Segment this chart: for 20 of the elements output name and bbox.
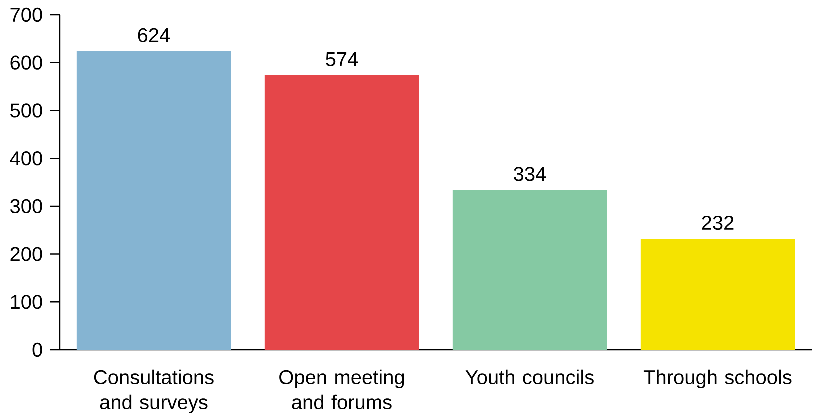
x-tick-label: Open meeting and forums: [280, 370, 404, 410]
data-label: 624: [138, 28, 170, 43]
y-tick-label: 700: [10, 8, 42, 22]
bar: [264, 75, 420, 350]
x-tick-label: Through schools: [644, 370, 792, 389]
x-tick-label: Youth councils: [466, 370, 594, 385]
data-label: 334: [514, 167, 546, 182]
y-tick-label: 300: [10, 199, 42, 214]
data-label: 574: [326, 52, 358, 66]
y-tick-label: 0: [32, 342, 42, 358]
y-tick-label: 200: [10, 247, 42, 262]
y-tick-label: 600: [10, 56, 42, 70]
bar: [76, 51, 232, 350]
x-tick-label: Consultations and surveys: [94, 370, 214, 414]
y-tick-label: 100: [11, 295, 42, 310]
bar: [452, 190, 608, 350]
y-tick-label: 400: [10, 152, 42, 166]
bar: [640, 238, 796, 350]
data-label: 232: [702, 216, 734, 230]
y-tick-label: 500: [10, 104, 42, 118]
